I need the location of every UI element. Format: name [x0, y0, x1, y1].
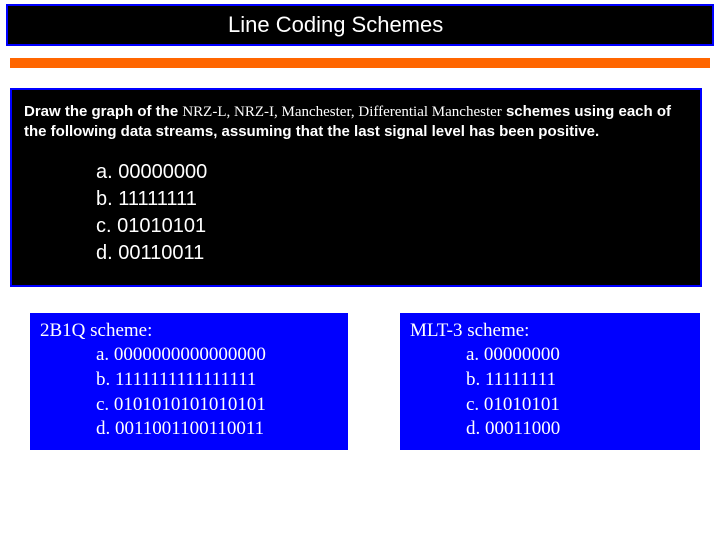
question-prefix: Draw the graph of the [24, 103, 182, 120]
right-a: a. 00000000 [466, 343, 690, 368]
right-c: c. 01010101 [466, 393, 690, 418]
stream-a: a. 00000000 [96, 159, 688, 186]
left-b: b. 1111111111111111 [96, 368, 338, 393]
bottom-row: 2B1Q scheme: a. 0000000000000000 b. 1111… [30, 313, 702, 450]
stream-d: d. 00110011 [96, 240, 688, 267]
stream-list: a. 00000000 b. 11111111 c. 01010101 d. 0… [96, 159, 688, 267]
scheme-box-mlt3: MLT-3 scheme: a. 00000000 b. 11111111 c.… [400, 313, 700, 450]
page-title: Line Coding Schemes [228, 12, 443, 38]
question-schemes: NRZ-L, NRZ-I, Manchester, Differential M… [182, 104, 501, 120]
scheme-box-2b1q: 2B1Q scheme: a. 0000000000000000 b. 1111… [30, 313, 348, 450]
left-d: d. 0011001100110011 [96, 417, 338, 442]
scheme-items-mlt3: a. 00000000 b. 11111111 c. 01010101 d. 0… [466, 343, 690, 442]
question-box: Draw the graph of the NRZ-L, NRZ-I, Manc… [10, 88, 702, 287]
right-b: b. 11111111 [466, 368, 690, 393]
left-c: c. 0101010101010101 [96, 393, 338, 418]
right-d: d. 00011000 [466, 417, 690, 442]
scheme-items-2b1q: a. 0000000000000000 b. 1111111111111111 … [96, 343, 338, 442]
scheme-title-mlt3: MLT-3 scheme: [410, 319, 690, 344]
title-bar: Line Coding Schemes [6, 4, 714, 46]
stream-b: b. 11111111 [96, 186, 688, 213]
left-a: a. 0000000000000000 [96, 343, 338, 368]
scheme-title-2b1q: 2B1Q scheme: [40, 319, 338, 344]
question-text: Draw the graph of the NRZ-L, NRZ-I, Manc… [24, 102, 688, 143]
horizontal-rule [10, 58, 710, 68]
stream-c: c. 01010101 [96, 213, 688, 240]
